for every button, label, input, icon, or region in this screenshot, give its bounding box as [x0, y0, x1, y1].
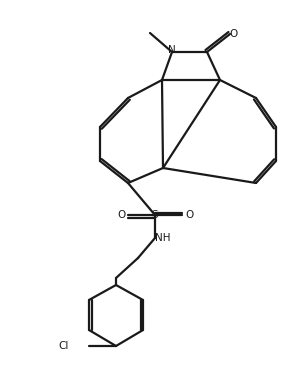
Text: O: O	[185, 210, 193, 220]
Text: O: O	[117, 210, 125, 220]
Text: O: O	[229, 29, 237, 39]
Text: N: N	[168, 45, 176, 55]
Text: NH: NH	[155, 233, 171, 243]
Text: Cl: Cl	[59, 341, 69, 351]
Text: S: S	[152, 210, 158, 220]
